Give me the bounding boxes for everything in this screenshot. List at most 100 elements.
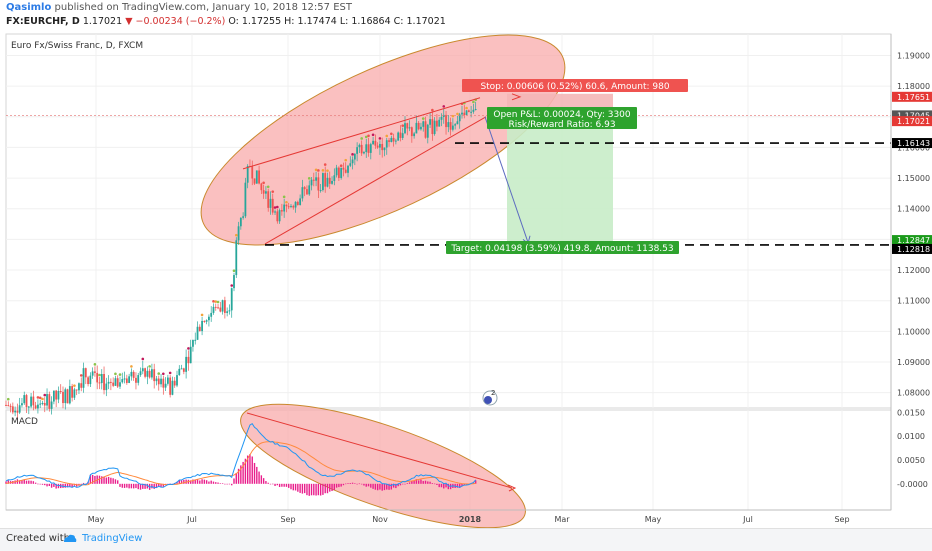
macd-histogram-bar xyxy=(408,482,411,484)
candle-body xyxy=(429,119,431,125)
candle-body xyxy=(317,177,320,191)
price-tick-label: 1.12000 xyxy=(897,266,930,275)
indicator-dot xyxy=(307,177,311,180)
macd-histogram-bar xyxy=(235,472,237,484)
candle-body xyxy=(132,371,135,378)
macd-histogram-bar xyxy=(285,483,288,487)
candle-body xyxy=(27,406,30,408)
candle-body xyxy=(422,121,425,127)
macd-histogram-bar xyxy=(395,483,397,489)
candle-body xyxy=(203,320,206,322)
macd-histogram-bar xyxy=(379,483,381,490)
candle-body xyxy=(82,368,85,388)
candle-body xyxy=(331,180,333,184)
macd-histogram-bar xyxy=(21,480,23,484)
candle-body xyxy=(267,191,270,208)
macd-histogram-bar xyxy=(224,483,226,485)
indicator-dot xyxy=(323,163,327,166)
indicator-dot xyxy=(326,169,329,172)
indicator-dot xyxy=(41,397,44,401)
price-tick-label: 1.09000 xyxy=(897,358,930,367)
candle-body xyxy=(196,326,199,340)
candle-body xyxy=(456,121,459,125)
macd-histogram-bar xyxy=(82,482,85,484)
candle-body xyxy=(265,191,267,194)
candle-body xyxy=(383,147,386,151)
stop-label-box xyxy=(462,79,688,92)
candle-body xyxy=(123,378,126,380)
macd-histogram-bar xyxy=(101,476,103,484)
candle-body xyxy=(32,396,35,406)
macd-histogram-bar xyxy=(356,483,358,485)
candle-body xyxy=(178,368,181,376)
macd-histogram-bar xyxy=(388,483,390,490)
macd-histogram-bar xyxy=(461,483,463,487)
candle-body xyxy=(155,378,158,382)
macd-histogram-bar xyxy=(310,483,313,496)
macd-histogram-bar xyxy=(249,454,251,484)
candle-body xyxy=(369,144,372,153)
candle-body xyxy=(287,206,290,208)
macd-histogram-bar xyxy=(123,483,126,488)
macd-tick-label: 0.0150 xyxy=(897,408,925,417)
tradingview-brand[interactable]: TradingView xyxy=(82,533,143,544)
candle-body xyxy=(283,204,286,212)
macd-histogram-bar xyxy=(365,483,367,487)
price-tick-label: 1.15000 xyxy=(897,174,930,183)
candle-body xyxy=(192,339,194,347)
author-name[interactable]: Qasimlo xyxy=(6,2,52,13)
indicator-dot xyxy=(162,372,165,376)
candle-body xyxy=(139,371,142,376)
candle-body xyxy=(144,368,146,377)
chart-header: Qasimlo published on TradingView.com, Ja… xyxy=(0,0,932,30)
indicator-dot xyxy=(214,300,218,303)
candle-body xyxy=(205,320,208,322)
wedge-lower-trendline xyxy=(264,116,487,245)
macd-histogram-bar xyxy=(392,483,395,488)
candle-body xyxy=(48,394,51,409)
indicator-dot xyxy=(442,105,446,108)
candle-body xyxy=(458,114,461,122)
indicator-dot xyxy=(157,372,161,375)
candle-body xyxy=(80,383,83,388)
candle-body xyxy=(210,312,213,317)
candle-body xyxy=(353,153,356,160)
ohlc-values: O: 1.17255 H: 1.17474 L: 1.16864 C: 1.17… xyxy=(228,16,446,27)
candle-body xyxy=(221,300,224,312)
price-label: 1.17045 xyxy=(897,111,930,120)
chart-labels: Euro Fx/Swiss Franc, D, FXCM MACD 1.17651 1… xyxy=(11,41,932,427)
macd-histogram-bar xyxy=(71,483,73,488)
macd-histogram-bar xyxy=(44,483,46,486)
candle-body xyxy=(68,386,71,404)
macd-title: MACD xyxy=(11,417,38,427)
macd-histogram-bar xyxy=(417,480,420,484)
indicator-dot xyxy=(141,357,145,361)
macd-histogram-bar xyxy=(183,479,185,484)
indicator-dot xyxy=(6,397,10,401)
candle-body xyxy=(394,140,397,142)
tradingview-logo-icon[interactable] xyxy=(62,532,78,546)
macd-histogram-bar xyxy=(228,483,231,485)
candle-body xyxy=(271,198,274,213)
candle-body xyxy=(219,307,222,312)
macd-histogram-bar xyxy=(335,483,338,488)
macd-histogram-bar xyxy=(326,483,329,494)
macd-histogram-bar xyxy=(105,477,108,484)
candle-body xyxy=(89,375,92,385)
time-tick-label: Nov xyxy=(372,515,388,524)
macd-histogram-bar xyxy=(153,483,155,489)
macd-histogram-bar xyxy=(363,483,365,486)
macd-histogram-bar xyxy=(340,483,342,487)
macd-histogram-bar xyxy=(386,483,388,490)
price-label: 1.17651 xyxy=(897,93,930,102)
macd-histogram-bar xyxy=(303,483,306,494)
macd-histogram-bar xyxy=(274,483,276,486)
candle-body xyxy=(228,310,231,312)
price-chart[interactable]: Stop: 0.00606 (0.52%) 60.6, Amount: 980 O… xyxy=(0,30,932,528)
macd-histogram-bar xyxy=(176,481,178,484)
candle-body xyxy=(363,152,365,154)
macd-histogram-bar xyxy=(66,483,69,488)
candle-body xyxy=(146,370,149,377)
candle-body xyxy=(426,124,429,138)
macd-histogram-bar xyxy=(431,483,434,484)
